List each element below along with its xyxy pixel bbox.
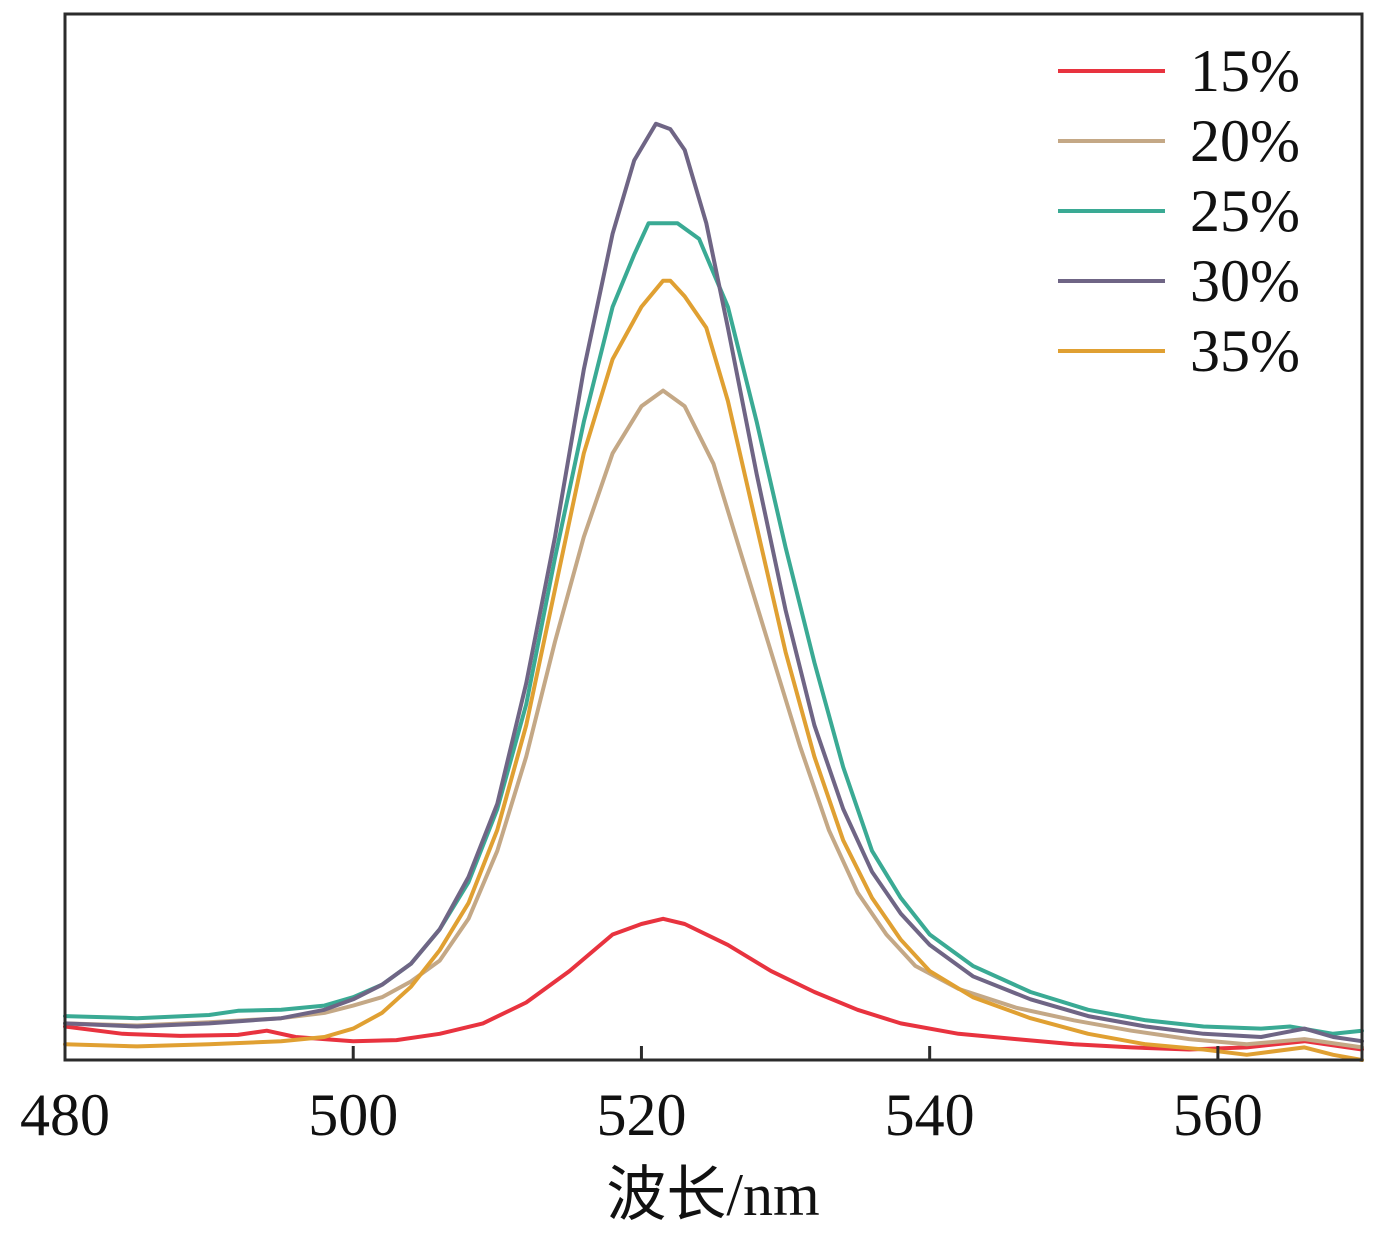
series-layer	[63, 121, 1364, 1062]
x-tick-label-540: 540	[885, 1082, 975, 1148]
x-axis-label: 波长/nm	[606, 1162, 819, 1228]
legend: 15%20%25%30%35%	[1058, 38, 1300, 384]
legend-label-30pct: 30%	[1190, 248, 1300, 314]
legend-label-20pct: 20%	[1190, 108, 1300, 174]
series-line-20pct	[63, 388, 1364, 1050]
x-axis-ticks: 480 500 520 540 560	[20, 1046, 1263, 1148]
series-line-15pct	[63, 916, 1364, 1052]
legend-label-15pct: 15%	[1190, 38, 1300, 104]
x-tick-label-520: 520	[596, 1082, 686, 1148]
series-line-35pct	[63, 278, 1364, 1062]
plot-area-frame	[63, 12, 1364, 1062]
legend-label-35pct: 35%	[1190, 318, 1300, 384]
x-tick-label-480: 480	[20, 1082, 110, 1148]
legend-label-25pct: 25%	[1190, 178, 1300, 244]
series-line-30pct	[63, 121, 1364, 1044]
series-line-25pct	[63, 221, 1364, 1036]
x-tick-label-560: 560	[1173, 1082, 1263, 1148]
x-tick-label-500: 500	[308, 1082, 398, 1148]
